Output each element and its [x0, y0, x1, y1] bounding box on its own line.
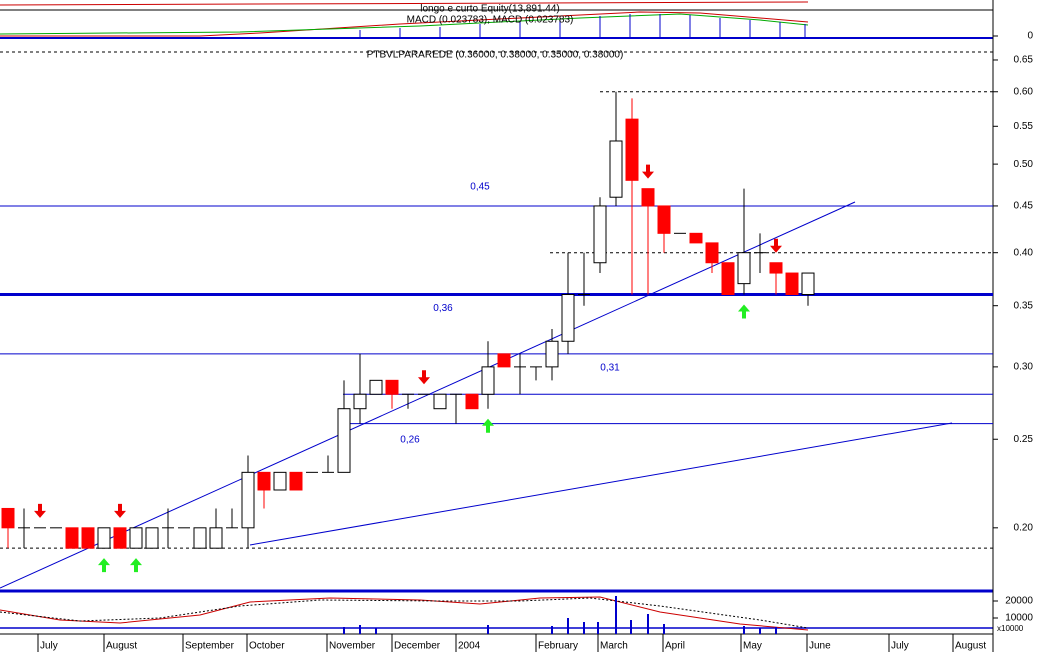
candle-body	[113, 527, 127, 549]
candle-body	[657, 205, 671, 234]
y-tick-label: 0.30	[1014, 362, 1034, 373]
candle-body	[721, 262, 735, 296]
y-tick-label: 0.50	[1014, 159, 1034, 170]
candle-body	[129, 527, 143, 549]
candle-body	[289, 471, 303, 491]
x-tick-label: July	[891, 641, 909, 652]
y-tick-label: 0.25	[1014, 434, 1034, 445]
unit-label: x10000	[997, 624, 1024, 633]
candle-body	[273, 471, 287, 491]
y-tick-label: 20000	[1005, 596, 1033, 607]
x-tick-label: August	[955, 641, 986, 652]
chart-title: PTBVLPARAREDE (0.36000, 0.38000, 0.35000…	[367, 50, 624, 61]
equity-line	[0, 1, 809, 6]
macd-histogram	[359, 14, 806, 37]
buy-arrow	[130, 558, 142, 573]
y-tick-label: 0.40	[1014, 247, 1034, 258]
x-tick-label: August	[106, 641, 137, 652]
candle-body	[609, 140, 623, 198]
y-tick-label: 0.65	[1014, 55, 1034, 66]
x-tick-label: September	[185, 641, 235, 652]
candle-body	[769, 262, 783, 274]
candle-body	[241, 471, 255, 529]
trend-line	[249, 422, 953, 546]
equity-title: longo e curto Equity(13,891.44)	[420, 4, 560, 15]
x-tick-label: November	[329, 641, 376, 652]
sell-arrow	[114, 503, 126, 518]
sell-arrow	[34, 503, 46, 518]
candle-body	[97, 527, 111, 549]
volume-line	[0, 596, 809, 631]
y-tick-label: 0.55	[1014, 121, 1034, 132]
candle-body	[481, 366, 495, 395]
candle-body	[145, 527, 159, 549]
buy-arrow	[482, 418, 494, 433]
x-tick-label: 2004	[458, 641, 481, 652]
y-tick-label: 0.60	[1014, 86, 1034, 97]
candle-body	[737, 252, 751, 285]
candle-body	[801, 272, 815, 296]
equity-subtitle: MACD (0.023783), MACD (0.023783)	[407, 15, 574, 26]
annotation: 0,31	[600, 363, 620, 374]
buy-arrow	[738, 304, 750, 319]
candle-body	[689, 232, 703, 244]
volume-bars	[343, 596, 777, 634]
candle-body	[561, 294, 575, 342]
buy-arrow	[98, 558, 110, 573]
candle-body	[497, 353, 511, 368]
annotation: 0,36	[433, 303, 453, 314]
candle-body	[385, 379, 399, 395]
x-tick-label: March	[600, 641, 628, 652]
y-tick-label: 10000	[1005, 613, 1033, 624]
annotation: 0,26	[400, 434, 420, 445]
candle-body	[641, 188, 655, 207]
annotation: 0,45	[470, 182, 490, 193]
x-tick-label: May	[743, 641, 762, 652]
x-tick-label: October	[249, 641, 285, 652]
candle-body	[545, 340, 559, 368]
candle-body	[1, 507, 15, 529]
candle-body	[337, 408, 351, 473]
candle-body	[705, 242, 719, 264]
x-tick-label: July	[40, 641, 58, 652]
candle-body	[257, 471, 271, 491]
y-tick-label: 0.35	[1014, 300, 1034, 311]
volume-line	[0, 597, 809, 629]
macd-line	[0, 13, 809, 35]
sell-arrow	[642, 164, 654, 179]
candle-body	[785, 272, 799, 296]
x-tick-label: June	[809, 641, 831, 652]
x-tick-label: February	[538, 641, 578, 652]
candle-body	[353, 393, 367, 410]
y-tick-label: 0.20	[1014, 522, 1034, 533]
candle-body	[465, 393, 479, 410]
candle-body	[65, 527, 79, 549]
candle-body	[593, 205, 607, 264]
equity-line	[0, 11, 809, 37]
x-tick-label: April	[665, 641, 685, 652]
candle-body	[433, 393, 447, 410]
candle-body	[209, 527, 223, 549]
sell-arrow	[418, 370, 430, 385]
candle-body	[81, 527, 95, 549]
candle-body	[625, 118, 639, 181]
y-tick-label: 0.45	[1014, 201, 1034, 212]
candle-body	[369, 379, 383, 395]
x-tick-label: December	[394, 641, 441, 652]
y-tick-label: 0	[1027, 31, 1033, 42]
candle-body	[193, 527, 207, 549]
sell-arrow	[770, 238, 782, 253]
